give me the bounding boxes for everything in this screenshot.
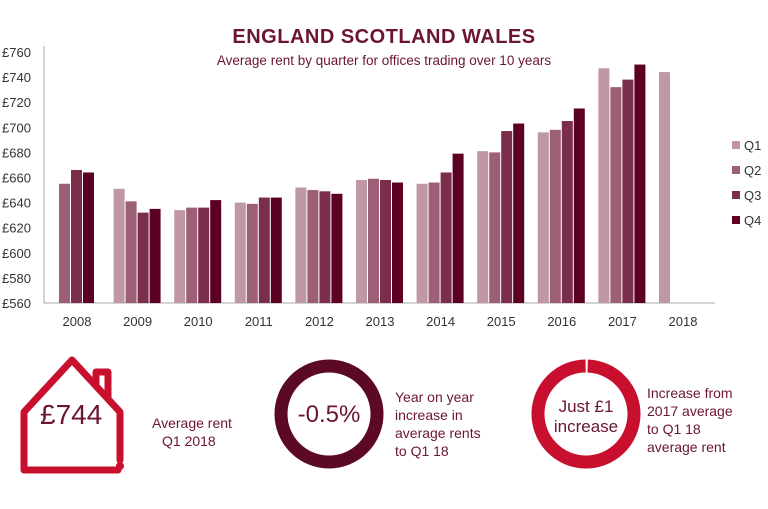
house-label-2: Q1 2018 [162,433,216,449]
y-tick-label: £740 [2,70,31,85]
bar-q1-2014 [416,183,428,303]
y-tick-label: £700 [2,120,31,135]
bar-q1-2013 [356,180,367,303]
donut2-value: Just £1 increase [538,397,634,437]
donut1-line: to Q1 18 [395,443,449,459]
x-tick-label: 2008 [63,314,92,329]
x-tick-label: 2011 [245,314,273,329]
bar-q4-2017 [634,64,646,303]
bar-q4-2013 [392,182,403,303]
bar-q3-2012 [319,191,331,303]
bar-chart: £560 £580 £600 £620 £640 £660 £680 £700 £720 £740… [2,45,761,329]
x-tick-label: 2012 [305,314,334,329]
donut2-text: Increase from 2017 average to Q1 18 aver… [647,384,733,456]
bar-q1-2011 [234,202,246,303]
bar-q3-2010 [198,207,210,303]
bar-q2-2013 [368,178,379,303]
donut1-value: -0.5% [297,401,361,428]
donut2-line: average rent [647,439,726,455]
donut1-text: Year on year increase in average rents t… [395,388,481,460]
bar-q1-2010 [174,210,186,303]
y-tick-label: £560 [2,296,31,311]
legend-swatch-q1 [732,141,740,149]
bar-q2-2010 [186,207,198,303]
bar-q4-2008 [83,172,94,303]
x-tick-label: 2016 [547,314,576,329]
donut2-value-2: increase [553,417,619,436]
bar-q3-2016 [561,121,573,304]
bar-q3-2011 [258,197,270,303]
bar-q3-2008 [71,169,82,303]
bar-q4-2011 [270,197,282,303]
bar-q1-2017 [598,68,610,303]
bar-q1-2012 [295,187,307,303]
y-tick-label: £640 [2,196,31,211]
legend-label-q3: Q3 [744,188,761,203]
y-tick-label: £660 [2,171,31,186]
bar-q3-2013 [380,180,391,303]
legend-label-q4: Q4 [744,213,761,228]
bar-q4-2010 [210,200,222,303]
legend-label-q1: Q1 [744,138,761,153]
donut2-line: Increase from [647,385,733,401]
bar-q1-2009 [113,188,125,303]
chart-subtitle: Average rent by quarter for offices trad… [216,53,552,68]
donut1-line: increase in [395,407,463,423]
legend-swatch-q4 [732,216,740,224]
bar-q2-2015 [489,152,501,303]
bar-q2-2009 [125,201,137,303]
bar-q2-2017 [610,87,622,303]
donut1-line: average rents [395,425,481,441]
bar-q2-2011 [246,203,258,303]
legend-swatch-q2 [732,166,740,174]
x-tick-label: 2010 [184,314,213,329]
bar-q4-2014 [452,153,464,303]
bar-q1-2016 [537,132,549,303]
y-tick-label: £760 [2,45,31,60]
bar-q4-2016 [573,108,585,303]
donut2-line: 2017 average [647,403,733,419]
bar-q4-2009 [149,208,161,303]
chart-title: ENGLAND SCOTLAND WALES [232,26,536,48]
bar-q3-2017 [622,79,634,303]
x-tick-label: 2018 [669,314,698,329]
y-tick-label: £600 [2,246,31,261]
house-label-1: Average rent [152,415,232,431]
bar-q3-2009 [137,212,149,303]
y-tick-label: £620 [2,221,31,236]
y-tick-label: £720 [2,95,31,110]
bar-q1-2018 [659,72,670,303]
bar-q2-2012 [307,190,319,303]
legend-swatch-q3 [732,191,740,199]
y-tick-label: £680 [2,145,31,160]
house-value: £744 [40,399,103,430]
bar-q2-2008 [59,183,70,303]
donut2-line: to Q1 18 [647,421,701,437]
x-tick-label: 2017 [608,314,637,329]
x-tick-label: 2014 [426,314,455,329]
donut2-value-1: Just £1 [558,397,614,416]
bar-q4-2015 [513,123,525,303]
bar-q3-2014 [440,172,452,303]
bar-q2-2014 [428,182,440,303]
y-tick-label: £580 [2,271,31,286]
bar-q2-2016 [549,129,561,303]
house-dot [116,462,124,470]
legend-label-q2: Q2 [744,163,761,178]
donut1-line: Year on year [395,389,474,405]
x-tick-label: 2013 [366,314,395,329]
bar-q3-2015 [501,131,513,303]
x-tick-label: 2009 [123,314,152,329]
bar-q1-2015 [477,151,489,303]
x-tick-label: 2015 [487,314,516,329]
bar-q4-2012 [331,193,343,303]
